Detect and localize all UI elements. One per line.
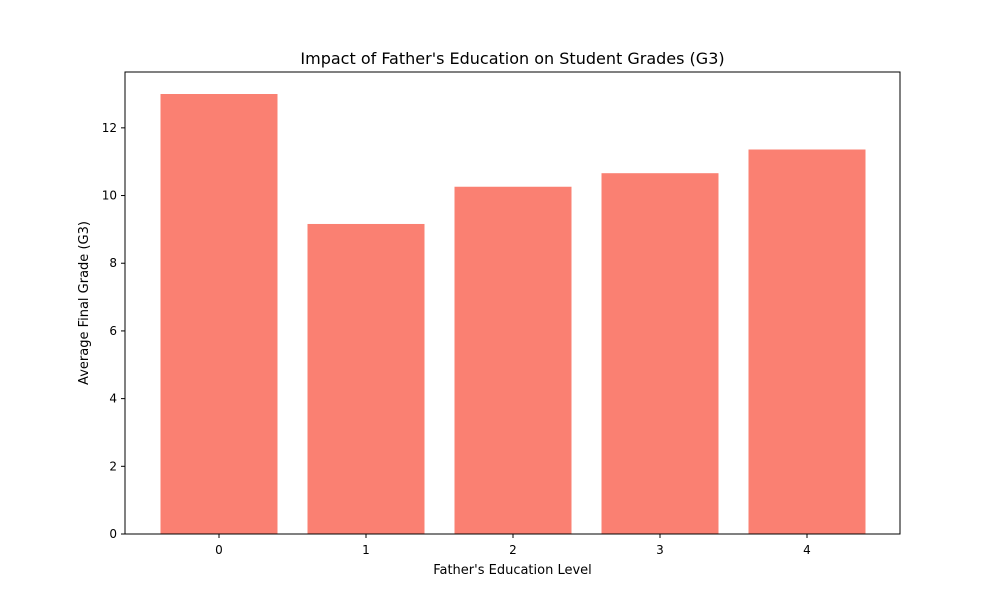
bar-0 [160,94,278,534]
y-axis-label: Average Final Grade (G3) [77,221,92,385]
y-tick-label-6: 6 [109,324,117,338]
x-axis-label: Father's Education Level [433,563,592,578]
bars-group [160,94,866,534]
y-tick-label-12: 12 [102,121,117,135]
chart-title: Impact of Father's Education on Student … [300,49,724,68]
y-tick-label-2: 2 [109,459,117,473]
x-tick-label-2: 2 [509,543,517,557]
x-tick-label-1: 1 [362,543,370,557]
y-tick-label-0: 0 [109,527,117,541]
bar-1 [307,223,425,534]
x-tick-label-0: 0 [215,543,223,557]
bar-2 [454,186,572,534]
y-tick-label-8: 8 [109,256,117,270]
x-tick-label-3: 3 [656,543,664,557]
bar-3 [601,173,719,534]
y-axis-ticks: 0 2 4 6 8 10 12 [102,121,125,541]
x-tick-label-4: 4 [803,543,811,557]
y-tick-label-10: 10 [102,189,117,203]
bar-4 [748,149,866,534]
x-axis-ticks: 0 1 2 3 4 [215,534,811,557]
y-tick-label-4: 4 [109,392,117,406]
